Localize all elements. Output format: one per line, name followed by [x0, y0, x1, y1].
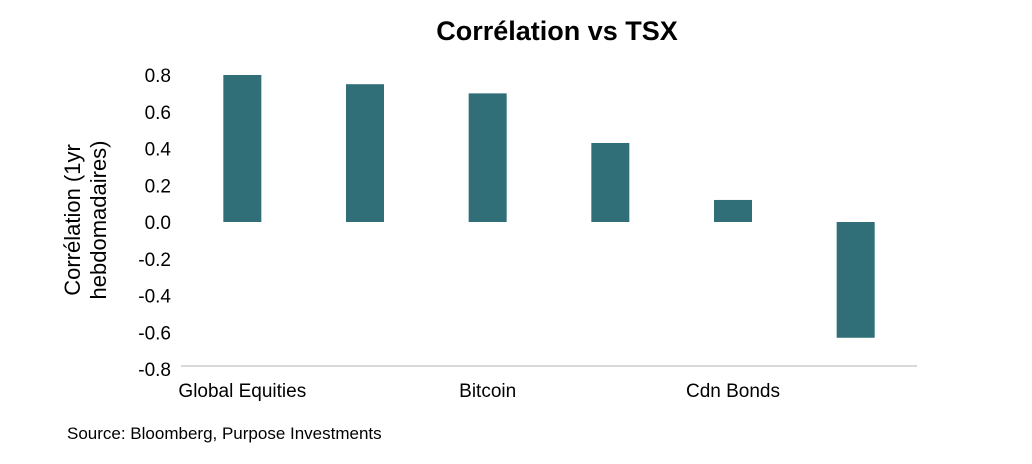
y-tick-label: 0.0: [145, 213, 171, 234]
x-tick-label: Bitcoin: [459, 381, 516, 402]
bar: [223, 75, 262, 222]
chart-title: Corrélation vs TSX: [436, 16, 678, 46]
y-tick-label: 0.8: [145, 66, 171, 87]
bars-group: [223, 75, 875, 338]
y-tick-label: 0.4: [145, 140, 172, 161]
y-axis-label-line-1: Corrélation (1yr: [60, 144, 85, 296]
y-tick-label: 0.2: [145, 176, 171, 197]
bar: [346, 84, 384, 222]
y-tick-label: -0.8: [138, 360, 171, 381]
y-tick-label: -0.6: [138, 323, 171, 344]
bar: [591, 142, 630, 222]
y-axis-label-line-2: hebdomadaires): [86, 141, 111, 300]
y-tick-label: -0.2: [138, 250, 171, 271]
bar: [468, 93, 507, 222]
source-note: Source: Bloomberg, Purpose Investments: [67, 424, 382, 443]
y-tick-label: 0.6: [145, 103, 171, 124]
y-axis-ticks: 0.8 0.6 0.4 0.2 0.0 -0.2 -0.4 -0.6 -0.8: [138, 66, 171, 381]
bar: [714, 199, 752, 222]
x-tick-label: Global Equities: [178, 381, 306, 402]
y-tick-label: -0.4: [138, 287, 171, 308]
x-tick-label: Cdn Bonds: [686, 381, 780, 402]
x-axis-ticks: Global Equities Bitcoin Cdn Bonds: [178, 381, 780, 402]
bar: [836, 222, 875, 338]
